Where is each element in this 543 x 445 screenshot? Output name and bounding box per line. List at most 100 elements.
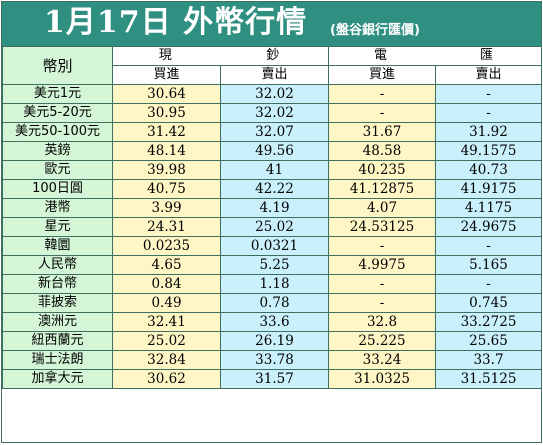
table-row: 英鎊 48.14 49.56 48.58 49.1575 bbox=[2, 141, 541, 161]
cash-sell-cell: 26.19 bbox=[220, 331, 329, 351]
cash-buy-cell: 0.0235 bbox=[112, 236, 221, 256]
cash-buy-header: 買進 bbox=[112, 65, 221, 85]
tt-sell-cell: 33.7 bbox=[435, 350, 541, 370]
currency-name-cell: 加拿大元 bbox=[2, 369, 113, 389]
cash-buy-cell: 40.75 bbox=[112, 179, 221, 199]
tt-sell-cell: - bbox=[435, 274, 541, 294]
currency-name-cell: 美元50-100元 bbox=[2, 122, 113, 142]
table-row: 美元1元 30.64 32.02- - bbox=[2, 84, 541, 104]
tt-buy-cell: 41.12875 bbox=[328, 179, 436, 199]
cash-sell-cell: 4.19 bbox=[220, 198, 329, 218]
cash-buy-cell: 30.62 bbox=[112, 369, 221, 389]
tt-buy-cell: 4.07 bbox=[328, 198, 436, 218]
tt-sell-cell: - bbox=[435, 103, 541, 123]
cash-sell-cell: 33.78 bbox=[220, 350, 329, 370]
currency-name-cell: 菲披索 bbox=[2, 293, 113, 313]
tt-buy-cell: 31.67 bbox=[328, 122, 436, 142]
tt-buy-cell: - bbox=[328, 293, 436, 313]
tt-buy-cell: 4.9975 bbox=[328, 255, 436, 275]
cash-group-header-part2: 鈔 bbox=[266, 48, 283, 63]
tt-buy-cell: 25.225 bbox=[328, 331, 436, 351]
currency-name-cell: 澳洲元 bbox=[2, 312, 113, 332]
currency-name-cell: 美元1元 bbox=[2, 84, 113, 104]
currency-name-cell: 紐西蘭元 bbox=[2, 331, 113, 351]
cash-sell-header: 賣出 bbox=[220, 65, 329, 85]
sub-header-row: 買進 賣出 買進 賣出 bbox=[3, 65, 541, 85]
cash-buy-cell: 32.84 bbox=[112, 350, 221, 370]
tt-buy-cell: 32.8 bbox=[328, 312, 436, 332]
page-title: 1月17日 外幣行情 bbox=[44, 5, 308, 40]
cash-sell-cell: 5.25 bbox=[220, 255, 329, 275]
tt-sell-cell: 31.92 bbox=[435, 122, 541, 142]
tt-sell-cell: 40.73 bbox=[435, 160, 541, 180]
cash-sell-cell: 25.02 bbox=[220, 217, 329, 237]
tt-buy-cell: 48.58 bbox=[328, 141, 436, 161]
table-row: 加拿大元 30.62 31.57 31.0325 31.5125 bbox=[2, 369, 541, 389]
tt-sell-cell: 41.9175 bbox=[435, 179, 541, 199]
title-bar: 1月17日 外幣行情 (盤谷銀行匯價) bbox=[2, 2, 541, 46]
currency-column-header: 幣別 bbox=[2, 46, 113, 85]
group-header-row: 幣別 現 鈔 電匯 bbox=[2, 46, 541, 85]
currency-name-cell: 港幣 bbox=[2, 198, 113, 218]
table-row: 新台幣 0.84 1.18- - bbox=[2, 274, 541, 294]
cash-sell-cell: 31.57 bbox=[220, 369, 329, 389]
currency-name-cell: 100日圓 bbox=[2, 179, 113, 199]
currency-name-cell: 新台幣 bbox=[2, 274, 113, 294]
currency-name-cell: 韓圜 bbox=[2, 236, 113, 256]
cash-sell-cell: 32.07 bbox=[220, 122, 329, 142]
tt-sell-cell: 24.9675 bbox=[435, 217, 541, 237]
currency-name-cell: 星元 bbox=[2, 217, 113, 237]
cash-buy-cell: 39.98 bbox=[112, 160, 221, 180]
tt-buy-cell: 24.53125 bbox=[328, 217, 436, 237]
currency-name-cell: 歐元 bbox=[2, 160, 113, 180]
tt-buy-cell: 31.0325 bbox=[328, 369, 436, 389]
table-row: 美元5-20元 30.95 32.02- - bbox=[2, 103, 541, 123]
tt-buy-cell: - bbox=[328, 84, 436, 104]
cash-sell-cell: 49.56 bbox=[220, 141, 329, 161]
currency-name-cell: 人民幣 bbox=[2, 255, 113, 275]
tt-buy-cell: 40.235 bbox=[328, 160, 436, 180]
table-row: 紐西蘭元 25.02 26.19 25.225 25.65 bbox=[2, 331, 541, 351]
exchange-rate-table: 幣別 現鈔 電匯 買進 賣出 買進 賣出 美元1元 30.64 32.02- - 美元5… bbox=[2, 46, 541, 389]
cash-sell-cell: 32.02 bbox=[220, 84, 329, 104]
cash-buy-cell: 25.02 bbox=[112, 331, 221, 351]
cash-buy-cell: 24.31 bbox=[112, 217, 221, 237]
tt-buy-cell: - bbox=[328, 236, 436, 256]
tt-sell-cell: 0.745 bbox=[435, 293, 541, 313]
table-row: 星元 24.31 25.02 24.53125 24.9675 bbox=[2, 217, 541, 237]
cash-sell-cell: 1.18 bbox=[220, 274, 329, 294]
cash-sell-cell: 0.0321 bbox=[220, 236, 329, 256]
telegraphic-transfer-group-header: 電匯 bbox=[328, 46, 541, 66]
table-row: 港幣 3.99 4.19 4.07 4.1175 bbox=[2, 198, 541, 218]
tt-sell-cell: 31.5125 bbox=[435, 369, 541, 389]
table-row: 瑞士法朗 32.84 33.78 33.24 33.7 bbox=[2, 350, 541, 370]
tt-sell-cell: - bbox=[435, 84, 541, 104]
tt-buy-cell: 33.24 bbox=[328, 350, 436, 370]
table-row: 澳洲元 32.41 33.6 32.8 33.2725 bbox=[2, 312, 541, 332]
tt-buy-cell: - bbox=[328, 103, 436, 123]
cash-buy-cell: 0.84 bbox=[112, 274, 221, 294]
cash-buy-cell: 48.14 bbox=[112, 141, 221, 161]
bank-source-label: (盤谷銀行匯價) bbox=[330, 23, 420, 38]
currency-name-cell: 美元5-20元 bbox=[2, 103, 113, 123]
cash-buy-cell: 0.49 bbox=[112, 293, 221, 313]
table-row: 菲披索 0.49 0.78-0.745 bbox=[2, 293, 541, 313]
cash-sell-cell: 32.02 bbox=[220, 103, 329, 123]
currency-name-cell: 英鎊 bbox=[2, 141, 113, 161]
currency-name-cell: 瑞士法朗 bbox=[2, 350, 113, 370]
tt-sell-cell: 33.2725 bbox=[435, 312, 541, 332]
table-row: 歐元 39.98 41 40.235 40.73 bbox=[2, 160, 541, 180]
tt-buy-header: 買進 bbox=[328, 65, 436, 85]
tt-group-header-part2: 匯 bbox=[479, 48, 496, 63]
tt-buy-cell: - bbox=[328, 274, 436, 294]
cash-buy-cell: 30.95 bbox=[112, 103, 221, 123]
cash-sell-cell: 41 bbox=[220, 160, 329, 180]
cash-buy-cell: 3.99 bbox=[112, 198, 221, 218]
table-row: 美元50-100元 31.42 32.07 31.67 31.92 bbox=[2, 122, 541, 142]
cash-buy-cell: 31.42 bbox=[112, 122, 221, 142]
table-row: 100日圓 40.75 42.22 41.12875 41.9175 bbox=[2, 179, 541, 199]
table-row: 人民幣 4.65 5.25 4.9975 5.165 bbox=[2, 255, 541, 275]
cash-group-header-part1: 現 bbox=[158, 48, 175, 63]
cash-sell-cell: 0.78 bbox=[220, 293, 329, 313]
